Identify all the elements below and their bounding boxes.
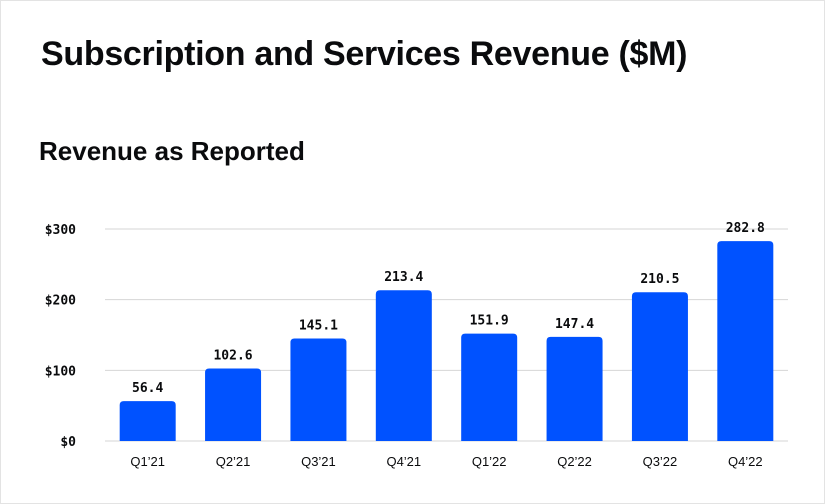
data-label: 282.8	[726, 221, 765, 236]
x-axis-ticks: Q1’21 Q2’21 Q3’21 Q4’21 Q1’22 Q2’22 Q3’22 Q4’22	[130, 454, 762, 469]
data-labels: 56.4 102.6 145.1 213.4 151.9 147.4 210.5 282.8	[132, 221, 765, 396]
y-tick-label: $200	[45, 294, 76, 309]
bar	[717, 241, 774, 441]
bar	[205, 368, 262, 441]
x-tick-label: Q2’22	[557, 454, 592, 469]
bar	[119, 401, 176, 441]
x-tick-label: Q3’21	[301, 454, 336, 469]
x-tick-label: Q1’21	[130, 454, 165, 469]
y-tick-label: $300	[45, 223, 76, 238]
chart-subtitle: Revenue as Reported	[39, 136, 305, 166]
data-label: 145.1	[299, 318, 338, 333]
y-tick-label: $0	[60, 435, 76, 450]
data-label: 56.4	[132, 381, 163, 396]
x-tick-label: Q4’21	[386, 454, 421, 469]
x-tick-label: Q2’21	[216, 454, 251, 469]
x-tick-label: Q3’22	[643, 454, 678, 469]
bar	[290, 338, 347, 441]
data-label: 147.4	[555, 317, 594, 332]
y-axis-ticks: $0 $100 $200 $300	[45, 223, 76, 450]
bar	[546, 336, 603, 441]
bar	[461, 333, 518, 441]
data-label: 102.6	[213, 348, 252, 363]
bar	[631, 292, 688, 441]
data-label: 151.9	[470, 314, 509, 329]
bars	[119, 241, 774, 441]
y-tick-label: $100	[45, 364, 76, 379]
chart-title: Subscription and Services Revenue ($M)	[41, 35, 688, 73]
x-tick-label: Q1’22	[472, 454, 507, 469]
bar	[375, 290, 432, 441]
data-label: 213.4	[384, 270, 423, 285]
data-label: 210.5	[640, 272, 679, 287]
x-tick-label: Q4’22	[728, 454, 763, 469]
